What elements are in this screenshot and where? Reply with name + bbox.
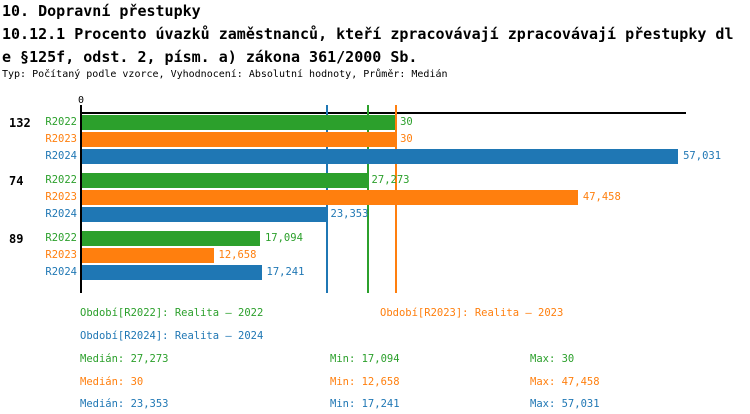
series-label-r2022: R2022 [45,174,77,186]
indicator-title-line2: e §125f, odst. 2, písm. a) zákona 361/20… [2,48,418,66]
bar-value-label: 30 [400,116,413,128]
bar-value-label: 27,273 [371,174,410,186]
group-label: 74 [9,174,24,188]
bar-value-label: 17,241 [266,266,305,278]
stat-median-r2023: Medián: 30 [80,376,144,388]
series-label-r2023: R2023 [45,133,77,145]
bar-r2022 [82,173,367,188]
bar-r2023 [82,248,214,263]
indicator-meta: Typ: Počítaný podle vzorce, Vyhodnocení:… [2,69,448,80]
series-label-r2022: R2022 [45,116,77,128]
stat-median-r2024: Medián: 23,353 [80,398,169,410]
group-label: 132 [9,116,31,130]
stat-max-r2022: Max: 30 [530,353,575,365]
series-label-r2023: R2023 [45,191,77,203]
series-label-r2024: R2024 [45,150,77,162]
stat-min-r2023: Min: 12,658 [330,376,400,388]
bar-r2024 [82,149,679,164]
bar-chart: 0 132 R2022 30 R2023 30 R2024 57,031 74 R2022 27,… [0,90,750,300]
legend-period-r2024: Období[R2024]: Realita – 2024 [80,330,264,342]
bar-r2024 [82,265,262,280]
series-label-r2024: R2024 [45,266,77,278]
legend-period-r2023: Období[R2023]: Realita – 2023 [380,307,564,319]
axis-zero-label: 0 [77,95,85,106]
group-label: 89 [9,232,24,246]
stat-median-r2022: Medián: 27,273 [80,353,169,365]
bar-value-label: 17,094 [264,232,303,244]
stat-max-r2023: Max: 47,458 [530,376,600,388]
stat-max-r2024: Max: 57,031 [530,398,600,410]
bar-value-label: 47,458 [582,191,621,203]
bar-r2023 [82,190,578,205]
stat-min-r2024: Min: 17,241 [330,398,400,410]
axis-top-line [81,112,686,114]
series-label-r2022: R2022 [45,232,77,244]
indicator-title-line1: 10.12.1 Procento úvazků zaměstnanců, kte… [2,25,734,43]
axis-zero-tick [80,105,82,113]
axis-left-line [80,112,82,293]
stat-min-r2022: Min: 17,094 [330,353,400,365]
series-label-r2023: R2023 [45,249,77,261]
bar-r2022 [82,115,396,130]
bar-r2024 [82,207,326,222]
bar-r2023 [82,132,396,147]
bar-value-label: 23,353 [330,208,369,220]
legend-period-r2022: Období[R2022]: Realita – 2022 [80,307,264,319]
series-label-r2024: R2024 [45,208,77,220]
section-title: 10. Dopravní přestupky [2,2,201,20]
bar-value-label: 30 [400,133,413,145]
bar-value-label: 57,031 [683,150,722,162]
bar-value-label: 12,658 [218,249,257,261]
bar-r2022 [82,231,260,246]
